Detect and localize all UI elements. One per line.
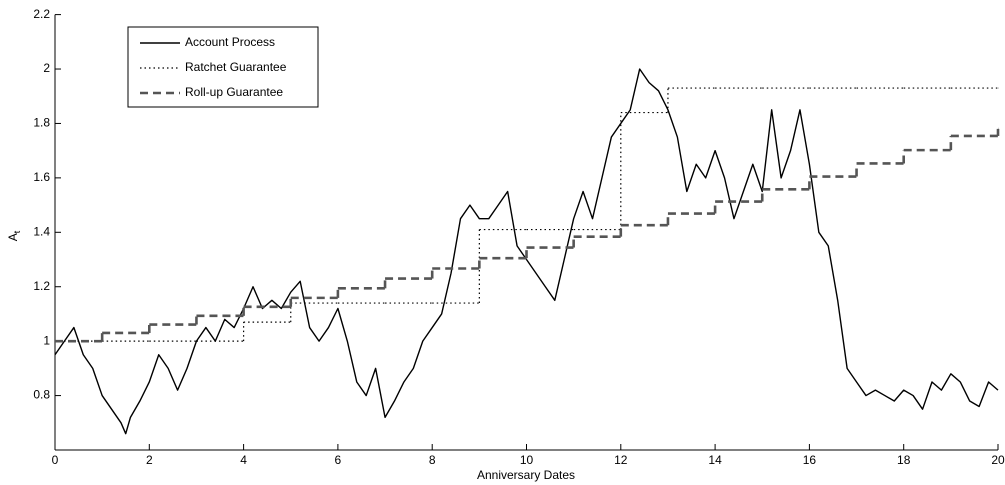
x-tick-label: 10	[520, 453, 534, 467]
x-tick-label: 4	[240, 453, 247, 467]
y-tick-label: 1.6	[33, 170, 50, 184]
x-axis-label: Anniversary Dates	[477, 468, 575, 482]
x-tick-label: 8	[429, 453, 436, 467]
x-tick-label: 16	[803, 453, 817, 467]
x-tick-label: 20	[991, 453, 1005, 467]
y-tick-label: 0.8	[33, 388, 50, 402]
y-tick-label: 1.2	[33, 279, 50, 293]
y-axis-label: At	[6, 230, 22, 241]
legend-label: Ratchet Guarantee	[185, 60, 287, 74]
legend: Account Process Ratchet Guarantee Roll-up …	[127, 26, 319, 108]
y-axis-label-subscript: t	[12, 230, 22, 233]
y-axis-label-main: A	[6, 233, 20, 241]
x-tick-label: 0	[52, 453, 59, 467]
legend-label: Account Process	[185, 35, 275, 49]
x-tick-label: 14	[708, 453, 722, 467]
x-tick-label: 18	[897, 453, 911, 467]
y-tick-label: 1.4	[33, 224, 50, 238]
x-tick-label: 6	[335, 453, 342, 467]
x-tick-label: 2	[146, 453, 153, 467]
y-tick-label: 1	[43, 333, 50, 347]
legend-label: Roll-up Guarantee	[185, 85, 283, 99]
y-tick-label: 2.2	[33, 7, 50, 21]
y-tick-label: 1.8	[33, 116, 50, 130]
y-tick-label: 2	[43, 61, 50, 75]
series-line	[54, 68, 999, 435]
x-tick-label: 12	[614, 453, 628, 467]
